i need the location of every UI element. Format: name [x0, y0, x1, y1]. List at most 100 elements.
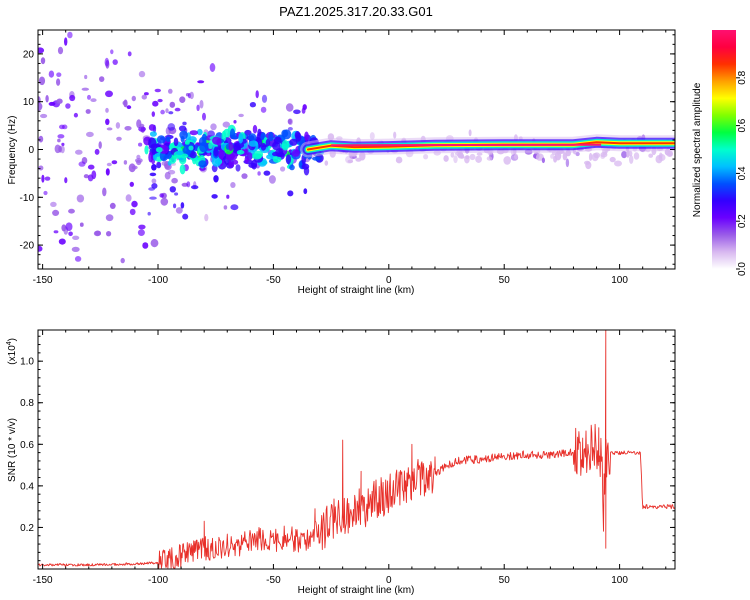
heatmap-cell — [600, 154, 605, 159]
heatmap-cell — [369, 132, 375, 140]
snr-series-line — [38, 330, 675, 569]
heatmap-cell — [155, 147, 163, 153]
heatmap-cell — [61, 124, 68, 130]
heatmap-cell — [294, 131, 301, 139]
heatmap-cell — [148, 124, 156, 131]
heatmap-cell — [127, 51, 132, 57]
heatmap-cell — [251, 159, 258, 170]
heatmap-cell — [301, 163, 310, 170]
heatmap-cell — [38, 76, 46, 86]
heatmap-cell — [208, 142, 213, 149]
heatmap-cell — [149, 196, 157, 200]
spectrogram-heatmap — [38, 31, 675, 264]
heatmap-cell — [174, 107, 181, 112]
heatmap-cell — [281, 140, 290, 151]
heatmap-cell — [139, 123, 145, 128]
heatmap-cell — [84, 74, 88, 80]
spectrogram-x-axis: -150 -100 -50 0 50 100 — [33, 30, 667, 286]
x-tick-label: 0 — [386, 575, 392, 586]
heatmap-cell — [255, 90, 259, 99]
heatmap-cell — [167, 169, 176, 175]
heatmap-cell — [186, 181, 191, 188]
heatmap-cell — [211, 194, 218, 199]
heatmap-cell — [228, 159, 234, 168]
heatmap-cell — [395, 156, 403, 164]
heatmap-cell — [154, 88, 161, 93]
heatmap-cell — [287, 118, 292, 125]
heatmap-cell — [249, 102, 256, 108]
heatmap-cell — [176, 150, 184, 156]
heatmap-cell — [213, 146, 219, 157]
heatmap-cell — [131, 165, 138, 170]
heatmap-cell — [188, 145, 194, 151]
heatmap-cell — [189, 130, 198, 136]
heatmap-cell — [223, 205, 228, 210]
heatmap-cell — [136, 159, 142, 166]
heatmap-cell — [138, 70, 146, 78]
y-tick-label: 20 — [23, 49, 35, 60]
heatmap-cell — [123, 160, 128, 165]
colorbar: 0.0 0.2 0.4 0.6 0.8 Normalized spectral ampl… — [692, 30, 748, 276]
heatmap-cell — [175, 207, 183, 214]
heatmap-cell — [165, 136, 171, 142]
heatmap-cell — [179, 130, 188, 140]
snr-frame — [37, 329, 676, 570]
y-tick-label: 0.2 — [20, 523, 34, 534]
heatmap-cell — [64, 177, 68, 184]
heatmap-cell — [50, 201, 57, 207]
heatmap-cell — [81, 87, 90, 91]
heatmap-cell — [347, 159, 354, 164]
heatmap-cell — [74, 256, 82, 262]
heatmap-cell — [73, 112, 78, 118]
heatmap-cell — [236, 150, 245, 155]
heatmap-cell — [550, 153, 555, 159]
heatmap-cell — [285, 103, 294, 112]
heatmap-cell — [156, 161, 162, 169]
heatmap-cell — [261, 94, 268, 103]
heatmap-cell — [151, 111, 155, 117]
heatmap-cell — [110, 49, 114, 55]
y-tick-label: 1.0 — [20, 357, 34, 368]
colorbar-label: Normalized spectral amplitude — [692, 82, 703, 217]
heatmap-cell — [136, 154, 141, 160]
heatmap-cell — [244, 155, 249, 164]
heatmap-cell — [614, 160, 622, 167]
heatmap-cell — [106, 162, 112, 167]
heatmap-cell — [468, 129, 472, 137]
heatmap-cell — [148, 151, 153, 163]
colorbar-tick-label: 0.4 — [737, 166, 748, 180]
heatmap-cell — [56, 78, 61, 86]
heatmap-cell — [260, 142, 267, 151]
heatmap-cell — [180, 153, 189, 159]
heatmap-cell — [628, 150, 633, 157]
heatmap-cell — [38, 47, 45, 54]
heatmap-cell — [280, 166, 286, 172]
x-tick-label: 50 — [499, 275, 511, 286]
heatmap-cell — [541, 157, 546, 164]
heatmap-cell — [141, 94, 147, 100]
heatmap-cell — [94, 230, 101, 236]
heatmap-cell — [109, 202, 116, 209]
heatmap-cell — [131, 200, 138, 208]
heatmap-cell — [52, 209, 60, 216]
heatmap-cell — [514, 153, 518, 160]
heatmap-cell — [156, 135, 166, 144]
spectrogram-x-label: Height of straight line (km) — [298, 285, 415, 296]
heatmap-cell — [633, 152, 640, 160]
heatmap-cell — [218, 149, 225, 160]
heatmap-cell — [48, 70, 55, 78]
heatmap-cell — [144, 145, 149, 155]
heatmap-cell — [238, 133, 244, 144]
heatmap-cell — [265, 138, 271, 147]
heatmap-cell — [475, 155, 482, 163]
heatmap-cell — [198, 160, 207, 168]
heatmap-cell — [65, 103, 71, 109]
heatmap-cell — [53, 230, 59, 234]
colorbar-tick-label: 0.0 — [737, 262, 748, 276]
heatmap-cell — [151, 164, 157, 171]
snr-plot-area — [38, 330, 675, 569]
heatmap-cell — [189, 91, 194, 100]
x-tick-label: 100 — [611, 275, 628, 286]
